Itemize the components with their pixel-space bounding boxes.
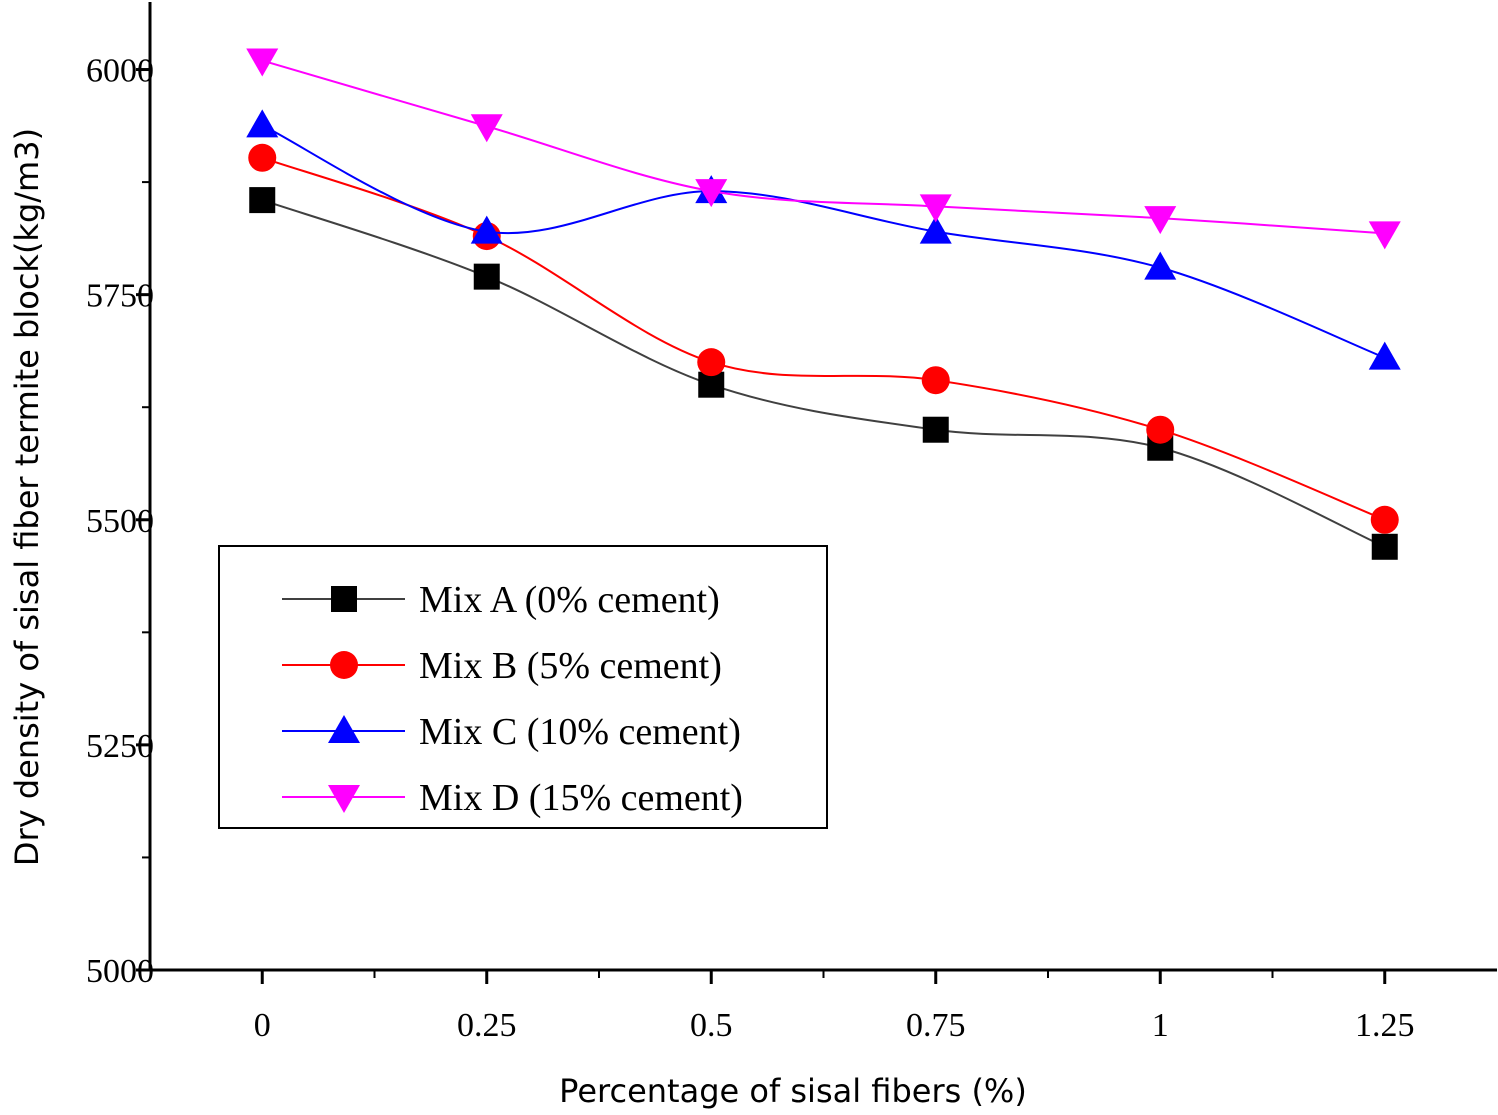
- x-tick-label: 0: [254, 1007, 271, 1044]
- data-point: [248, 143, 277, 172]
- ticks: 0 0.25 0.5 0.75 1 1.25 5000 5250 5500 5750 6000: [86, 53, 1415, 1044]
- legend-label: Mix B (5% cement): [419, 645, 722, 687]
- legend-item: Mix D (15% cement): [282, 777, 743, 819]
- y-tick-label: 5500: [86, 503, 154, 540]
- data-point: [473, 263, 500, 290]
- x-tick-label: 0.75: [906, 1007, 966, 1044]
- legend-item: Mix C (10% cement): [282, 711, 741, 753]
- legend-marker: [330, 651, 358, 679]
- legend-box: [218, 545, 828, 829]
- data-point: [1371, 533, 1398, 560]
- legend-marker: [331, 586, 357, 612]
- data-point: [922, 416, 949, 443]
- x-axis-title: Percentage of sisal fibers (%): [559, 1072, 1027, 1110]
- series-line: [261, 59, 1385, 235]
- legend-marker: [328, 715, 360, 743]
- y-tick-label: 6000: [86, 53, 154, 90]
- x-tick-label: 1: [1152, 1007, 1169, 1044]
- legend-label: Mix D (15% cement): [419, 777, 743, 819]
- legend-marker: [328, 785, 360, 813]
- data-point: [470, 114, 503, 143]
- data-point: [246, 48, 279, 77]
- series-line: [261, 124, 1386, 359]
- data-point: [919, 215, 952, 244]
- legend: Mix A (0% cement) Mix B (5% cement) Mix C …: [218, 545, 828, 829]
- series-4: [246, 48, 1401, 250]
- series-1: [249, 187, 1398, 560]
- data-point: [1144, 206, 1177, 235]
- legend-item: Mix B (5% cement): [282, 645, 722, 687]
- y-axis-title: Dry density of sisal fiber termite block…: [8, 128, 46, 866]
- data-point: [697, 348, 726, 377]
- data-point: [1146, 415, 1175, 444]
- series-3: [246, 109, 1401, 370]
- x-tick-label: 0.25: [457, 1007, 517, 1044]
- data-point: [919, 194, 952, 223]
- data-point: [695, 179, 728, 208]
- y-tick-label: 5000: [86, 953, 154, 990]
- x-tick-label: 0.5: [690, 1007, 733, 1044]
- series-group: [246, 48, 1401, 560]
- data-point: [1370, 505, 1399, 534]
- data-point: [921, 366, 950, 395]
- legend-item: Mix A (0% cement): [282, 579, 720, 621]
- series-line: [261, 156, 1386, 521]
- legend-label: Mix A (0% cement): [419, 579, 720, 621]
- data-point: [249, 187, 276, 214]
- y-tick-label: 5750: [86, 278, 154, 315]
- legend-label: Mix C (10% cement): [419, 711, 741, 753]
- data-point: [1368, 221, 1401, 250]
- y-tick-label: 5250: [86, 728, 154, 765]
- series-line: [261, 199, 1386, 548]
- x-tick-label: 1.25: [1355, 1007, 1415, 1044]
- data-point: [1144, 251, 1177, 280]
- data-point: [246, 109, 279, 138]
- data-point: [1368, 341, 1401, 370]
- data-point: [470, 215, 503, 244]
